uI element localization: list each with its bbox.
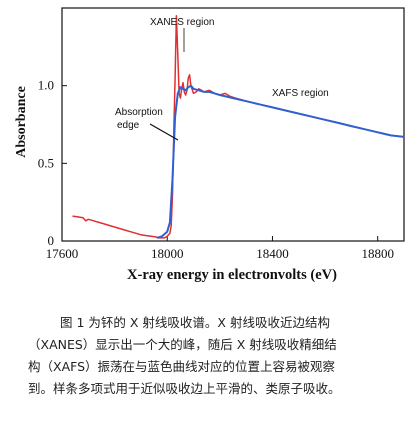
- series-marks: [72, 15, 405, 239]
- absorption-chart: 17600 18000 18400 18800 0 0.5 1.0 XANES region…: [14, 7, 405, 283]
- y-tick-label: 1.0: [38, 78, 54, 93]
- annotation-xanes: XANES region: [150, 17, 214, 28]
- plot-frame: [61, 7, 405, 242]
- y-axis-title: Absorbance: [14, 86, 29, 158]
- edge-pointer: [149, 123, 179, 141]
- y-tick-label: 0: [48, 233, 55, 248]
- blue-spline-curve: [156, 84, 405, 239]
- annotation-edge: edge: [117, 120, 140, 131]
- caption-line: 图 1 为钚的 X 射线吸收谱。X 射线吸收近边结构: [60, 315, 330, 330]
- annotation-xafs: XAFS region: [272, 88, 329, 99]
- caption-line: 到。样条多项式用于近似吸收边上平滑的、类原子吸收。: [28, 381, 341, 396]
- x-axis-title: X-ray energy in electronvolts (eV): [127, 267, 337, 283]
- caption-line: 构（XAFS）振荡在与蓝色曲线对应的位置上容易被观察: [28, 359, 336, 374]
- annotations: XANES region XAFS region Absorption edge: [115, 17, 329, 141]
- figure-caption: 图 1 为钚的 X 射线吸收谱。X 射线吸收近边结构 （XANES）显示出一个大…: [28, 312, 398, 400]
- x-tick-label: 18000: [151, 246, 184, 261]
- x-tick-label: 18800: [361, 246, 394, 261]
- y-tick-label: 0.5: [38, 155, 54, 170]
- annotation-absorption: Absorption: [115, 107, 163, 118]
- caption-line: （XANES）显示出一个大的峰，随后 X 射线吸收精细结: [28, 337, 337, 352]
- plot-area: 17600 18000 18400 18800 0 0.5 1.0: [38, 7, 405, 261]
- x-tick-label: 17600: [46, 246, 79, 261]
- x-tick-label: 18400: [256, 246, 289, 261]
